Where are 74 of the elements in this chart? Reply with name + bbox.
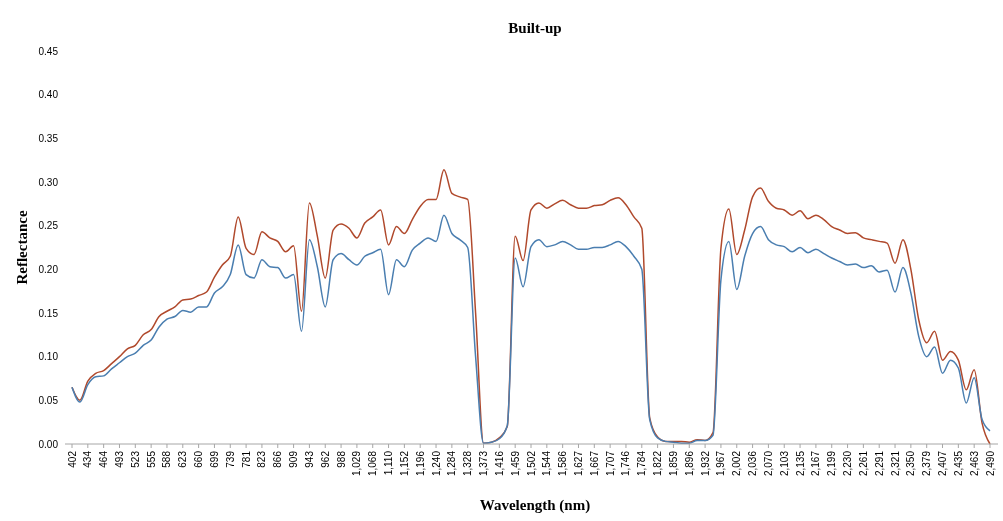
x-tick-label: 2,199 [826, 450, 838, 477]
x-tick-label: 2,463 [968, 450, 980, 477]
x-tick-label: 866 [272, 450, 284, 468]
x-tick-label: 909 [288, 450, 300, 468]
x-tick-label: 1,784 [636, 450, 648, 477]
x-tick-label: 1,746 [620, 450, 632, 477]
x-tick-label: 1,707 [604, 450, 616, 477]
y-tick-label: 0.25 [38, 220, 59, 232]
x-tick-label: 2,321 [889, 450, 901, 477]
x-tick-label: 962 [319, 450, 331, 468]
x-tick-label: 2,070 [762, 450, 774, 477]
x-tick-label: 2,350 [905, 450, 917, 477]
x-tick-label: 1,627 [572, 450, 584, 477]
x-tick-label: 1,859 [667, 450, 679, 477]
x-tick-label: 523 [129, 450, 141, 468]
x-tick-label: 2,002 [731, 450, 743, 477]
x-axis-title: Wavelength (nm) [479, 497, 591, 514]
x-tick-label: 1,896 [683, 450, 695, 477]
y-tick-label: 0.45 [38, 45, 59, 57]
x-tick-label: 1,373 [478, 450, 490, 477]
y-tick-label: 0.35 [38, 132, 59, 144]
x-tick-label: 1,068 [367, 450, 379, 477]
x-tick-label: 2,261 [857, 450, 869, 477]
x-tick-label: 1,667 [588, 450, 600, 477]
x-tick-label: 555 [145, 450, 157, 468]
y-tick-label: 0.15 [38, 307, 59, 319]
x-tick-label: 781 [240, 450, 252, 468]
x-tick-label: 1,459 [509, 450, 521, 477]
x-tick-label: 823 [256, 450, 268, 468]
x-tick-label: 2,407 [937, 450, 949, 477]
x-tick-label: 2,490 [984, 450, 996, 477]
y-axis-title: Reflectance [14, 210, 30, 285]
x-tick-label: 2,167 [810, 450, 822, 477]
x-tick-label: 1,822 [652, 450, 664, 477]
y-tick-label: 0.30 [38, 176, 59, 188]
x-tick-label: 1,416 [493, 450, 505, 477]
line-series [71, 169, 991, 445]
x-tick-label: 402 [66, 450, 78, 468]
x-tick-label: 2,036 [747, 450, 759, 477]
x-tick-label: 943 [303, 450, 315, 468]
x-tick-label: 660 [193, 450, 205, 468]
y-tick-label: 0.20 [38, 263, 59, 275]
x-tick-label: 1,932 [699, 450, 711, 477]
x-tick-label: 1,029 [351, 450, 363, 477]
x-tick-label: 2,103 [778, 450, 790, 477]
x-tick-label: 464 [98, 450, 110, 468]
x-tick-label: 1,240 [430, 450, 442, 477]
x-tick-label: 1,196 [414, 450, 426, 477]
x-tick-label: 1,110 [383, 450, 395, 476]
x-tick-label: 588 [161, 450, 173, 468]
chart-title: Built-up [508, 20, 562, 36]
x-tick-label: 2,135 [794, 450, 806, 477]
x-tick-label: 988 [335, 450, 347, 468]
x-tick-label: 2,230 [842, 450, 854, 477]
x-tick-label: 699 [208, 450, 220, 468]
x-tick-label: 623 [177, 450, 189, 468]
line-series [71, 214, 991, 444]
x-tick-label: 1,586 [557, 450, 569, 477]
x-tick-label: 2,291 [873, 450, 885, 477]
x-tick-label: 2,379 [921, 450, 933, 477]
x-tick-label: 434 [82, 450, 94, 468]
x-tick-label: 1,502 [525, 450, 537, 477]
x-tick-label: 1,284 [446, 450, 458, 477]
x-tick-label: 1,544 [541, 450, 553, 477]
y-tick-label: 0.40 [38, 89, 59, 101]
y-tick-label: 0.00 [38, 438, 59, 450]
x-tick-label: 1,328 [462, 450, 474, 477]
x-tick-label: 1,152 [398, 450, 410, 477]
y-tick-label: 0.10 [38, 351, 59, 363]
x-tick-label: 739 [224, 450, 236, 468]
x-tick-label: 2,435 [952, 450, 964, 477]
y-tick-label: 0.05 [38, 394, 59, 406]
x-tick-label: 493 [113, 450, 125, 468]
x-tick-label: 1,967 [715, 450, 727, 477]
